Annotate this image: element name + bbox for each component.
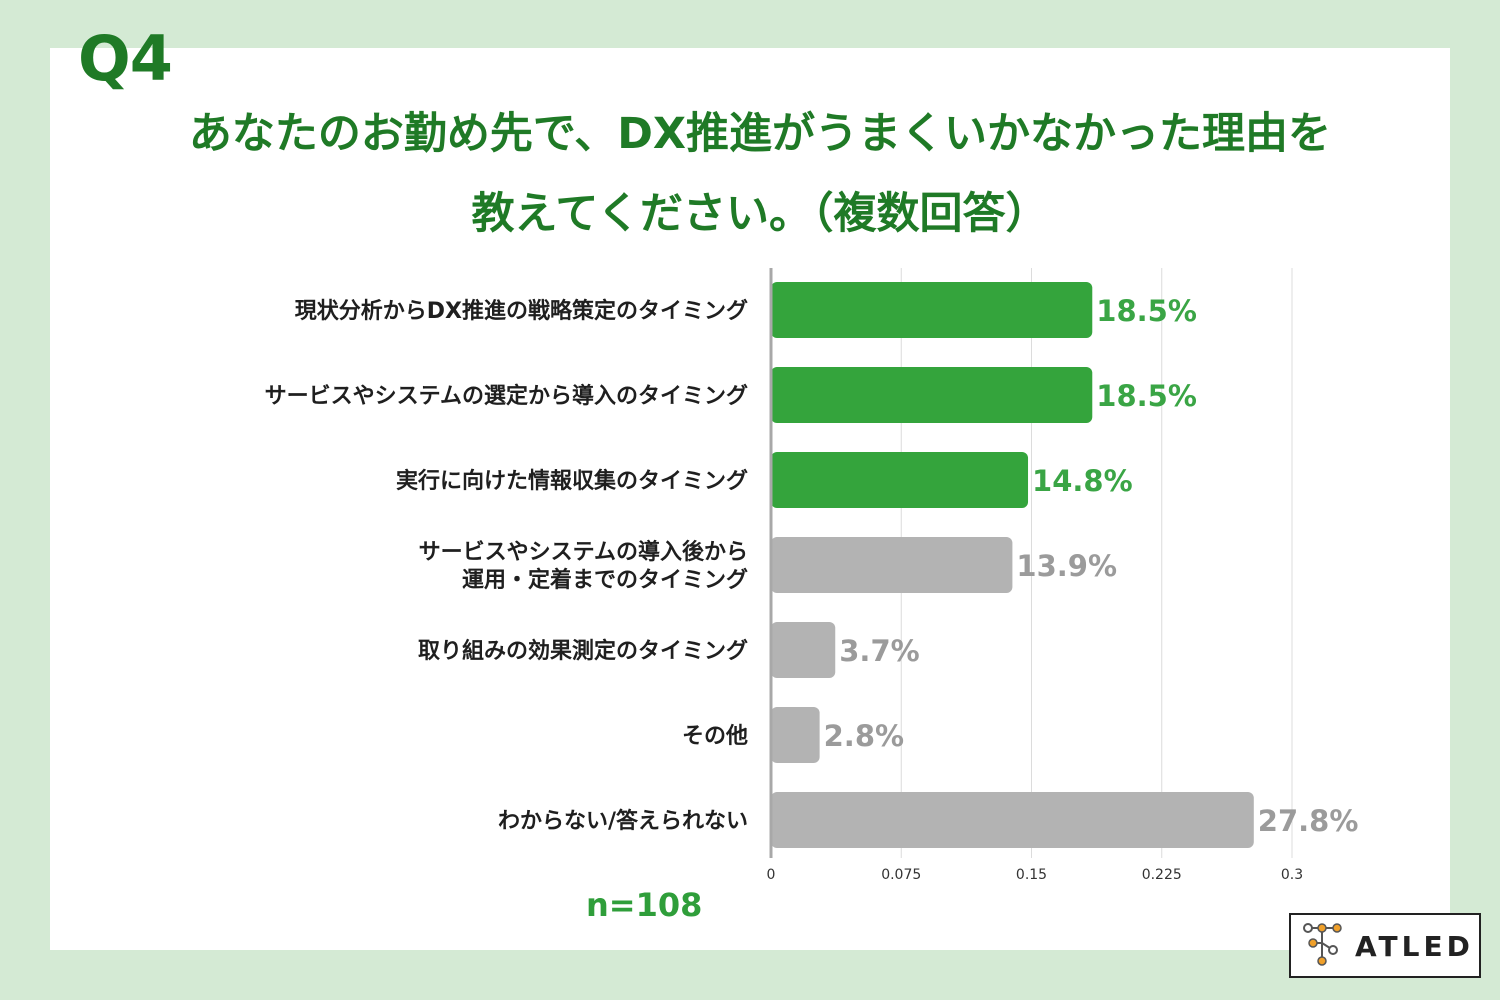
sample-size-label: n=108 — [586, 886, 703, 924]
bar-value-label: 13.9% — [1016, 549, 1117, 583]
category-label: 取り組みの効果測定のタイミング — [418, 638, 748, 664]
title-line-1: あなたのお勤め先で、DX推進がうまくいかなかった理由を — [188, 109, 1332, 159]
title-line-2: 教えてください。（複数回答） — [471, 189, 1049, 240]
bar-value-label: 2.8% — [824, 719, 904, 753]
x-tick-label: 0.075 — [881, 867, 921, 883]
x-tick-label: 0.3 — [1281, 867, 1303, 883]
atled-logo-mark — [1303, 923, 1342, 966]
bar — [771, 452, 1029, 508]
bar — [771, 282, 1093, 338]
bar — [771, 537, 1013, 593]
bar — [771, 792, 1254, 848]
x-tick-label: 0 — [767, 867, 776, 883]
bar-value-label: 14.8% — [1032, 464, 1133, 498]
bar-value-label: 18.5% — [1096, 294, 1197, 328]
bar — [771, 367, 1093, 423]
logo-text: ATLED — [1355, 930, 1474, 963]
x-tick-label: 0.225 — [1142, 867, 1182, 883]
atled-logo: ATLED — [1289, 913, 1481, 978]
chart-title: あなたのお勤め先で、DX推進がうまくいかなかった理由を 教えてください。（複数回… — [100, 109, 1420, 240]
category-label: サービスやシステムの選定から導入のタイミング — [265, 383, 748, 409]
bar-value-label: 3.7% — [839, 634, 919, 668]
bar — [771, 622, 836, 678]
bar — [771, 707, 820, 763]
question-number: Q4 — [78, 22, 173, 95]
category-label: サービスやシステムの導入後から運用・定着までのタイミング — [419, 539, 748, 593]
bar-value-label: 18.5% — [1096, 379, 1197, 413]
x-tick-label: 0.15 — [1016, 867, 1047, 883]
bar-value-label: 27.8% — [1258, 804, 1359, 838]
category-label: 現状分析からDX推進の戦略策定のタイミング — [295, 298, 748, 324]
category-label: その他 — [682, 724, 748, 749]
category-label: わからない/答えられない — [498, 808, 748, 834]
category-label: 実行に向けた情報収集のタイミング — [396, 468, 748, 494]
